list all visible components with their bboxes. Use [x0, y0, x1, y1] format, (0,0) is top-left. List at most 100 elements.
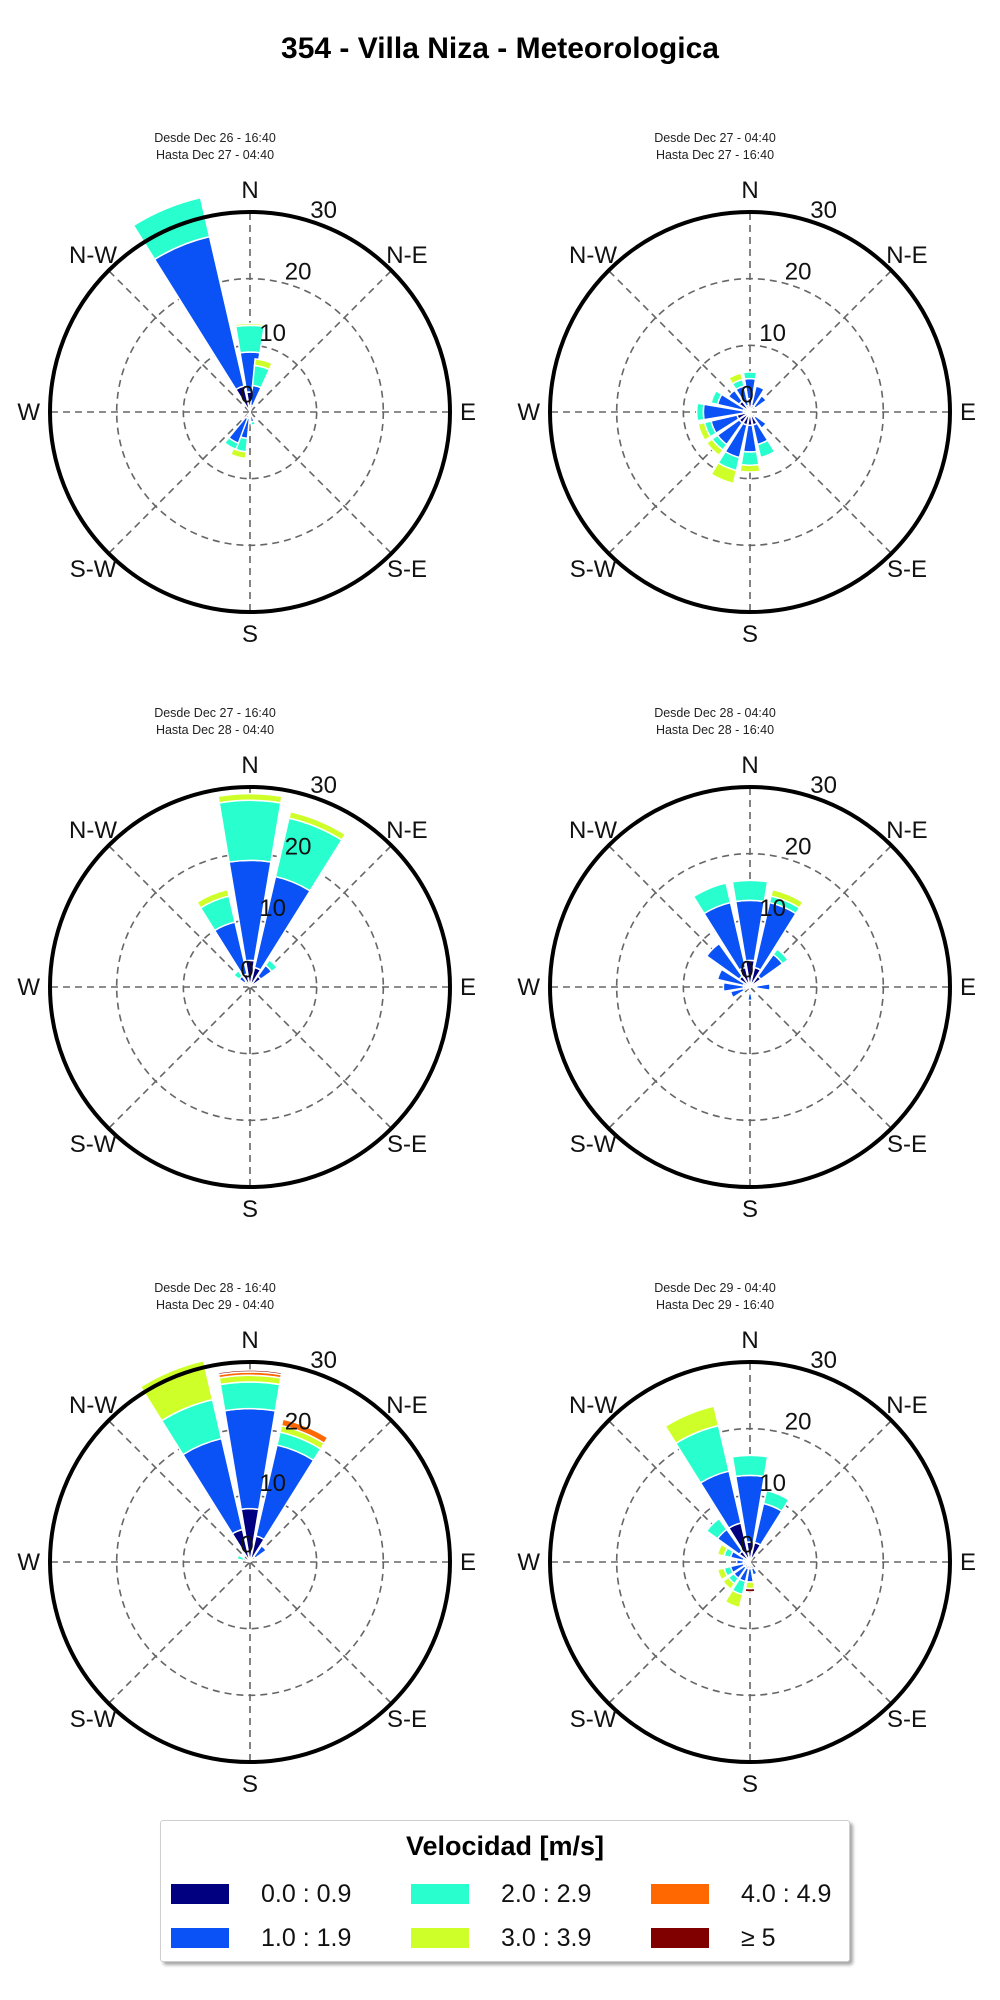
windrose-chart: 0 10 20 30 N N-E E S-E S S-W W N-W — [517, 752, 976, 1223]
direction-label: N-W — [69, 242, 117, 269]
direction-label: N-W — [569, 817, 617, 844]
legend-swatch — [171, 1884, 229, 1904]
direction-label: W — [17, 1549, 40, 1576]
spoke-line — [108, 411, 251, 554]
period-end: Hasta Dec 28 - 16:40 — [655, 723, 775, 737]
wind-bar-segment — [735, 1558, 745, 1566]
wind-bar-segment — [232, 969, 244, 981]
ring-label: 0 — [740, 957, 753, 984]
windrose-panel-2: Desde Dec 27 - 04:40 Hasta Dec 27 - 16:4… — [500, 130, 1000, 690]
wind-bar-segment — [752, 414, 768, 430]
legend: Velocidad [m/s] 0.0 : 0.9 1.0 : 1.9 2.0 … — [160, 1820, 850, 1962]
wind-bar-segment — [739, 463, 761, 473]
wind-bar-segment — [697, 421, 712, 442]
direction-label: S-W — [570, 556, 617, 583]
spoke-line — [749, 845, 892, 988]
windrose-chart: 0 10 20 30 N N-E E S-E S S-W W N-W — [17, 1327, 476, 1798]
direction-label: W — [17, 399, 40, 426]
spoke-line — [249, 986, 392, 1129]
direction-label: N — [241, 177, 258, 204]
legend-label: 4.0 : 4.9 — [741, 1880, 832, 1908]
direction-label: S-E — [387, 556, 427, 583]
wind-bar-segment — [756, 439, 776, 459]
ring-circle — [615, 1427, 885, 1697]
spoke-line — [249, 845, 392, 988]
ring-label: 30 — [810, 1347, 837, 1374]
legend-label: 0.0 : 0.9 — [261, 1880, 352, 1908]
ring-label: 0 — [740, 1532, 753, 1559]
wind-bar-segment — [253, 358, 274, 371]
spoke-line — [108, 986, 251, 1129]
direction-label: N-E — [886, 242, 927, 269]
wind-bar-segment — [710, 389, 723, 406]
spoke-line — [749, 986, 892, 1129]
wind-bar-segment — [742, 371, 758, 380]
spoke-line — [249, 1420, 392, 1563]
spoke-line — [608, 986, 751, 1129]
wind-bar-segment — [770, 888, 805, 909]
ring-label: 0 — [240, 1532, 253, 1559]
wind-bar-segment — [716, 968, 746, 987]
direction-label: W — [517, 974, 540, 1001]
wind-bar-segment — [217, 1369, 283, 1376]
ring-label: 0 — [240, 957, 253, 984]
direction-label: S-W — [70, 1706, 117, 1733]
windrose-chart: 0 10 20 30 N N-E E S-E S S-W W N-W — [17, 752, 476, 1223]
ring-label: 20 — [285, 1408, 312, 1435]
wind-bar-segment — [705, 1517, 728, 1540]
ring-label: 10 — [759, 320, 786, 347]
wind-bar-segment — [229, 447, 247, 460]
wind-bar-segment — [664, 1405, 720, 1445]
ring-label: 30 — [310, 1347, 337, 1374]
direction-label: S-E — [387, 1131, 427, 1158]
wind-bar-segment — [218, 799, 282, 863]
direction-label: S-W — [570, 1131, 617, 1158]
spoke-line — [608, 1561, 751, 1704]
direction-label: S-W — [70, 1131, 117, 1158]
windrose-panel-5: Desde Dec 28 - 16:40 Hasta Dec 29 - 04:4… — [0, 1280, 500, 1840]
direction-label: N-E — [386, 1392, 427, 1419]
windrose-chart: 0 10 20 30 N N-E E S-E S S-W W N-W — [17, 177, 476, 648]
direction-label: N — [741, 1327, 758, 1354]
wind-bar-segment — [744, 1587, 756, 1593]
wind-bar-segment — [219, 1381, 281, 1412]
legend-title: Velocidad [m/s] — [405, 1831, 605, 1861]
spoke-line — [608, 411, 751, 554]
windrose-panel-4: Desde Dec 28 - 04:40 Hasta Dec 28 - 16:4… — [500, 705, 1000, 1265]
windrose-chart: 0 10 20 30 N N-E E S-E S S-W W N-W — [517, 177, 976, 648]
direction-label: E — [960, 974, 976, 1001]
direction-label: N — [741, 177, 758, 204]
spoke-line — [249, 411, 392, 554]
wind-bar-segment — [762, 1489, 790, 1513]
wind-bar-segment — [280, 1418, 329, 1445]
direction-label: N-W — [569, 1392, 617, 1419]
ring-circle — [615, 277, 885, 547]
direction-label: W — [517, 399, 540, 426]
wind-bar-segment — [731, 879, 769, 903]
direction-label: S — [242, 621, 258, 648]
direction-label: S — [742, 621, 758, 648]
ring-label: 0 — [740, 382, 753, 409]
wind-bar-segment — [724, 1589, 744, 1609]
direction-label: S-E — [887, 1131, 927, 1158]
wind-bar-segment — [264, 958, 279, 973]
direction-label: E — [460, 399, 476, 426]
windrose-panel-1: Desde Dec 26 - 16:40 Hasta Dec 27 - 04:4… — [0, 130, 500, 690]
period-start: Desde Dec 29 - 04:40 — [654, 1281, 776, 1295]
wind-bar-segment — [744, 1580, 756, 1590]
outer-circle — [548, 210, 952, 614]
spoke-line — [108, 1420, 251, 1563]
spoke-line — [608, 270, 751, 413]
legend-swatch — [411, 1884, 469, 1904]
legend-label: ≥ 5 — [741, 1924, 776, 1952]
legend-swatch — [411, 1928, 469, 1948]
wind-bar-segment — [746, 992, 754, 1002]
direction-label: W — [17, 974, 40, 1001]
wind-bar-segment — [740, 450, 760, 467]
wind-bar-segment — [217, 792, 283, 804]
spoke-line — [749, 1561, 892, 1704]
legend-swatch — [171, 1928, 229, 1948]
wind-bar-segment — [195, 888, 230, 909]
period-end: Hasta Dec 27 - 04:40 — [155, 148, 275, 162]
wind-bar-segment — [139, 1359, 214, 1422]
